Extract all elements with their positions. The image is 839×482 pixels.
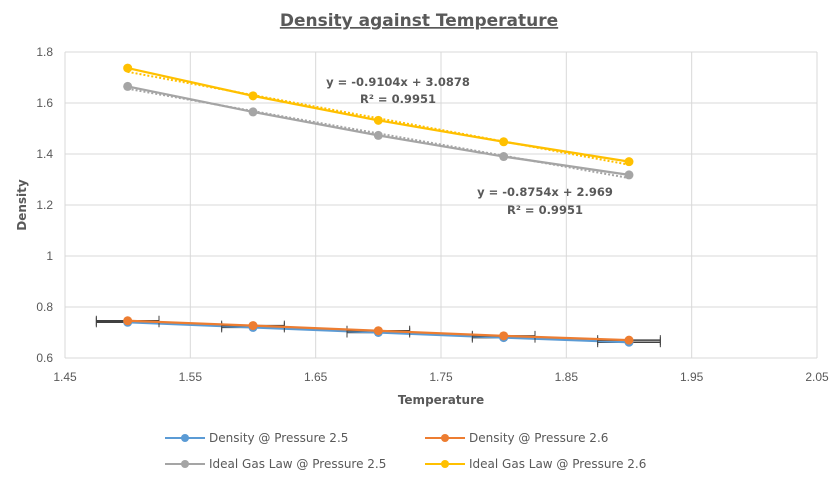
series-layer xyxy=(95,63,661,348)
data-point xyxy=(373,130,383,140)
chart-title: Density against Temperature xyxy=(280,11,558,31)
legend-label: Density @ Pressure 2.5 xyxy=(209,431,349,445)
legend-item-ideal-2-6[interactable]: Ideal Gas Law @ Pressure 2.6 xyxy=(425,456,646,472)
data-point xyxy=(123,316,133,326)
data-point xyxy=(373,326,383,336)
legend-marker xyxy=(425,456,465,472)
x-tick-label: 1.45 xyxy=(53,370,77,384)
series-density-pressure-2-6 xyxy=(95,315,661,346)
trendline-equation-2-5: y = -0.8754x + 2.969 xyxy=(477,185,613,199)
x-tick-label: 1.85 xyxy=(555,370,579,384)
y-tick-label: 1 xyxy=(46,249,53,263)
legend-label: Ideal Gas Law @ Pressure 2.5 xyxy=(209,457,387,471)
data-point xyxy=(373,115,383,125)
legend-marker xyxy=(425,430,465,446)
y-tick-label: 1.4 xyxy=(36,147,53,161)
gridlines xyxy=(64,51,818,359)
x-tick-label: 2.05 xyxy=(805,370,829,384)
data-point xyxy=(248,321,258,331)
y-tick-label: 0.6 xyxy=(36,351,53,365)
legend-label: Density @ Pressure 2.6 xyxy=(469,431,609,445)
data-point xyxy=(248,91,258,101)
trendline-r2-2-5: R² = 0.9951 xyxy=(507,203,583,217)
trendline-r2-2-6: R² = 0.9951 xyxy=(360,92,436,106)
x-axis-label: Temperature xyxy=(398,393,484,407)
trendline-equation-2-6: y = -0.9104x + 3.0878 xyxy=(326,75,470,89)
data-point xyxy=(624,335,634,345)
y-axis-label: Density xyxy=(15,179,29,231)
data-point xyxy=(499,331,509,341)
legend-item-density-2-6[interactable]: Density @ Pressure 2.6 xyxy=(425,430,608,446)
data-point xyxy=(248,107,258,117)
y-tick-label: 1.8 xyxy=(36,45,53,59)
x-tick-label: 1.65 xyxy=(304,370,328,384)
data-point xyxy=(123,81,133,91)
legend-item-ideal-2-5[interactable]: Ideal Gas Law @ Pressure 2.5 xyxy=(165,456,386,472)
legend-marker xyxy=(165,430,205,446)
data-point xyxy=(123,63,133,73)
data-point xyxy=(624,157,634,167)
x-tick-label: 1.95 xyxy=(680,370,704,384)
data-point xyxy=(499,137,509,147)
trendline xyxy=(127,70,630,166)
trendline xyxy=(127,87,630,180)
legend-label: Ideal Gas Law @ Pressure 2.6 xyxy=(469,457,647,471)
legend-marker xyxy=(165,456,205,472)
legend-item-density-2-5[interactable]: Density @ Pressure 2.5 xyxy=(165,430,348,446)
y-tick-label: 0.8 xyxy=(36,300,53,314)
data-point xyxy=(624,170,634,180)
x-tick-label: 1.75 xyxy=(429,370,453,384)
y-tick-label: 1.2 xyxy=(36,198,53,212)
x-tick-label: 1.55 xyxy=(179,370,203,384)
tick-labels: 0.6 0.8 1 1.2 1.4 1.6 1.8 1.45 1.55 1.65 1.75 1.85 1… xyxy=(36,45,829,384)
y-tick-label: 1.6 xyxy=(36,96,53,110)
data-point xyxy=(499,152,509,162)
series-ideal-gas-law-pressure-2-6 xyxy=(123,63,634,167)
series-ideal-gas-law-pressure-2-5 xyxy=(123,81,634,180)
